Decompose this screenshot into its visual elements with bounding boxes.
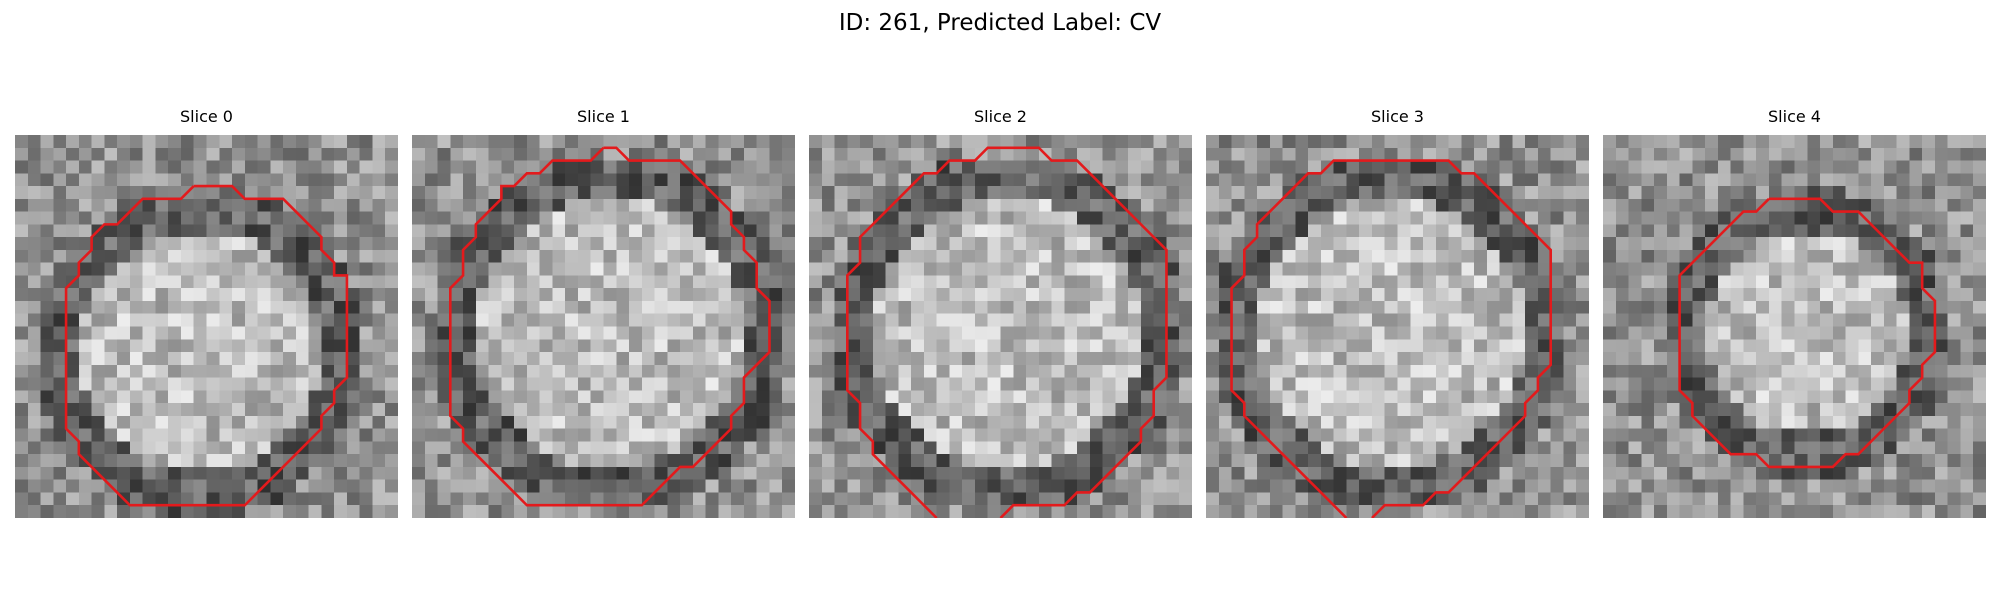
slice-2-pixels <box>809 135 1192 518</box>
slice-4-image <box>1603 135 1986 518</box>
slice-4-contour <box>1680 199 1935 467</box>
slice-panel-2: Slice 2 <box>809 107 1192 518</box>
slice-1-pixels <box>412 135 795 518</box>
slice-panel-1: Slice 1 <box>412 107 795 518</box>
slice-3-image <box>1206 135 1589 518</box>
slice-0-image <box>15 135 398 518</box>
slice-panel-3: Slice 3 <box>1206 107 1589 518</box>
slice-0-contour <box>66 186 347 505</box>
slice-4-title: Slice 4 <box>1768 107 1821 126</box>
slice-3-title: Slice 3 <box>1371 107 1424 126</box>
slice-3-pixels <box>1206 135 1589 518</box>
figure-title: ID: 261, Predicted Label: CV <box>838 10 1162 36</box>
slice-panel-4: Slice 4 <box>1603 107 1986 518</box>
slice-1-contour <box>450 148 769 505</box>
slice-1-image <box>412 135 795 518</box>
slice-3-contour <box>1346 161 1550 518</box>
slice-1-title: Slice 1 <box>577 107 630 126</box>
slice-2-image <box>809 135 1192 518</box>
slice-0-title: Slice 0 <box>180 107 233 126</box>
slice-2-title: Slice 2 <box>974 107 1027 126</box>
slice-0-pixels <box>15 135 398 518</box>
slice-4-pixels <box>1603 135 1986 518</box>
slice-2-contour <box>1001 148 1167 518</box>
slice-panel-0: Slice 0 <box>15 107 398 518</box>
